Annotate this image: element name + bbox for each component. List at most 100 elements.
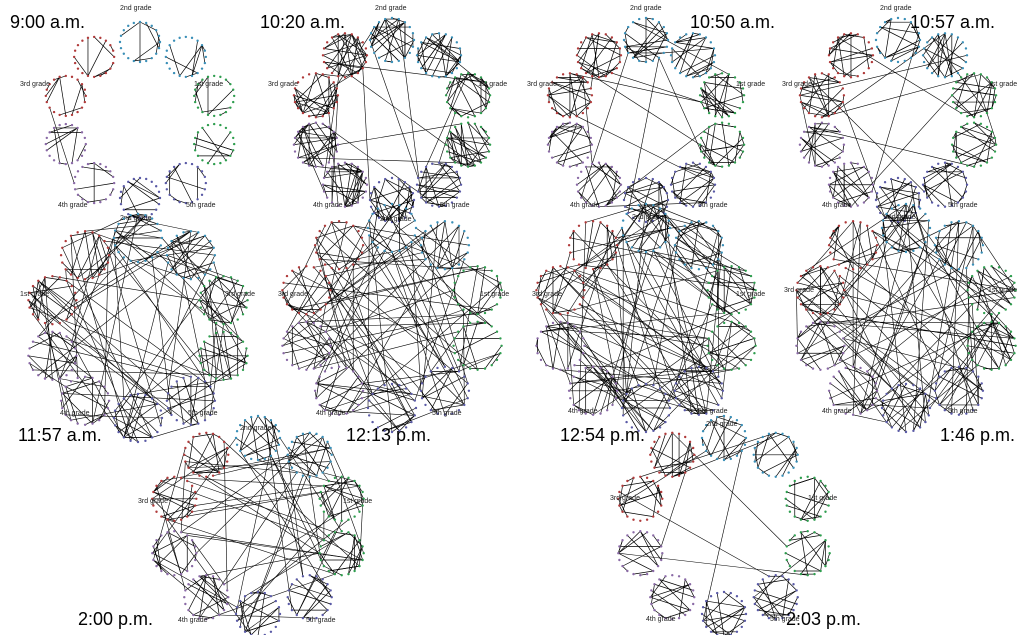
student-node: [678, 403, 681, 407]
student-node: [618, 47, 622, 50]
student-node: [698, 94, 702, 97]
student-node: [964, 60, 968, 64]
student-node: [457, 409, 461, 412]
contact-edge: [580, 52, 629, 198]
student-node: [332, 130, 335, 133]
contact-edge: [852, 222, 861, 415]
student-node: [738, 81, 742, 84]
student-node: [536, 281, 539, 284]
student-node: [590, 75, 594, 78]
student-node: [371, 392, 374, 396]
contact-edge: [675, 42, 715, 49]
student-node: [189, 423, 193, 427]
student-node: [610, 36, 614, 39]
contact-edge: [891, 204, 899, 209]
contact-edge: [973, 122, 993, 133]
contact-edge: [92, 235, 206, 279]
student-node: [535, 344, 538, 348]
student-node: [357, 403, 360, 407]
contact-edge: [691, 221, 700, 269]
student-node: [296, 107, 300, 110]
contact-edge: [680, 166, 711, 173]
student-node: [168, 170, 171, 173]
student-node: [246, 298, 249, 302]
student-node: [364, 60, 368, 64]
student-node: [828, 47, 832, 50]
student-node: [664, 420, 667, 424]
contact-edge: [592, 269, 639, 386]
student-node: [703, 156, 706, 159]
contact-edge: [721, 74, 730, 118]
contact-edge: [925, 393, 937, 399]
student-node: [165, 253, 169, 257]
student-node: [122, 208, 126, 211]
contact-edge: [438, 162, 461, 192]
student-node: [466, 121, 470, 124]
contact-edge: [98, 235, 109, 263]
student-node: [785, 558, 788, 562]
student-node: [367, 414, 371, 417]
contact-edge: [282, 220, 446, 347]
student-node: [688, 583, 692, 586]
student-node: [98, 273, 101, 276]
student-node: [222, 322, 225, 326]
contact-edge: [625, 39, 669, 48]
student-node: [103, 385, 106, 388]
contact-edge: [582, 77, 593, 164]
student-node: [828, 60, 832, 64]
student-node: [196, 106, 200, 109]
contact-edge: [302, 101, 337, 114]
student-node: [295, 435, 298, 439]
contact-edge: [632, 32, 668, 59]
contact-edge: [324, 366, 340, 411]
student-node: [924, 392, 927, 396]
student-node: [64, 114, 68, 118]
contact-edge: [806, 270, 835, 310]
student-node: [301, 575, 305, 578]
student-node: [76, 67, 80, 70]
student-node: [813, 115, 817, 118]
contact-edge: [176, 381, 184, 424]
grade-label: 5th grade: [188, 410, 218, 417]
student-node: [212, 261, 215, 264]
student-node: [178, 74, 181, 78]
student-node: [674, 41, 677, 44]
student-node: [76, 43, 80, 47]
contact-edge: [296, 520, 342, 616]
contact-edge: [820, 321, 1015, 339]
student-node: [678, 229, 681, 233]
student-node: [336, 143, 340, 146]
contact-edge: [786, 491, 829, 506]
student-node: [208, 279, 211, 282]
contact-edge: [567, 247, 661, 268]
student-node: [330, 266, 333, 270]
student-node: [366, 226, 370, 230]
student-node: [222, 274, 225, 278]
student-node: [431, 33, 434, 36]
contact-edge: [44, 230, 192, 324]
student-node: [637, 203, 640, 207]
contact-edge: [633, 52, 664, 59]
student-node: [842, 296, 845, 299]
student-node: [319, 545, 322, 548]
student-node: [604, 33, 607, 36]
contact-edge: [171, 241, 178, 275]
student-node: [479, 125, 483, 129]
student-node: [436, 366, 439, 370]
student-node: [652, 203, 655, 207]
student-node: [420, 397, 424, 400]
student-node: [930, 71, 934, 75]
contact-edge: [239, 601, 246, 632]
student-node: [826, 266, 830, 269]
student-node: [720, 397, 723, 400]
student-node: [429, 224, 432, 227]
student-node: [65, 318, 68, 321]
student-node: [819, 534, 822, 537]
student-node: [716, 364, 719, 367]
student-node: [104, 165, 108, 169]
contact-edge: [626, 241, 719, 406]
contact-edge: [283, 338, 326, 361]
student-node: [476, 320, 479, 324]
student-node: [885, 212, 888, 216]
student-node: [832, 403, 835, 407]
